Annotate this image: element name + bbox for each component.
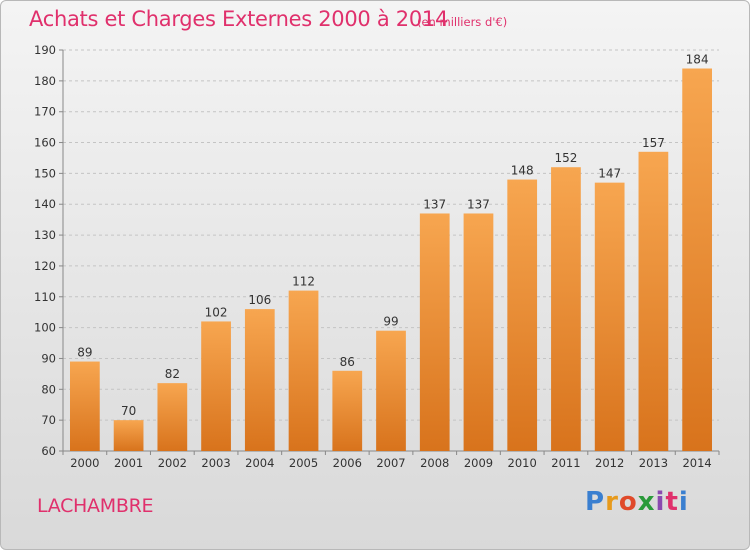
y-tick-label: 120	[34, 259, 56, 273]
data-label: 148	[511, 164, 534, 178]
x-tick-label: 2004	[245, 456, 274, 470]
y-tick-label: 130	[34, 228, 56, 242]
data-label: 89	[77, 346, 92, 360]
bar	[376, 330, 406, 451]
bar	[682, 68, 713, 451]
y-tick-label: 80	[41, 382, 56, 396]
data-label: 184	[686, 53, 709, 67]
y-tick-label: 100	[34, 321, 56, 335]
data-label: 112	[292, 275, 315, 289]
bar	[69, 361, 100, 451]
bar	[288, 290, 319, 451]
x-tick-label: 2014	[682, 456, 711, 470]
logo-letter: i	[678, 487, 689, 517]
logo-letter: P	[585, 487, 606, 517]
x-tick-label: 2001	[114, 456, 143, 470]
x-tick-label: 2003	[201, 456, 230, 470]
commune-name: LACHAMBRE	[37, 495, 154, 517]
data-label: 102	[205, 305, 228, 319]
logo-letter: t	[665, 487, 679, 517]
data-label: 157	[642, 136, 665, 150]
logo-letter: x	[637, 487, 656, 517]
data-label: 106	[248, 293, 271, 307]
bar	[244, 309, 275, 451]
labels: 2000 89 2001 70 2002 82 2003 102 2004 106 2005 112 2…	[70, 53, 712, 470]
logo-letter: r	[605, 487, 619, 517]
logo-letter: i	[655, 487, 666, 517]
x-tick-label: 2011	[551, 456, 580, 470]
bar	[157, 383, 188, 451]
x-tick-label: 2007	[376, 456, 405, 470]
bar	[594, 182, 625, 451]
x-tick-label: 2012	[595, 456, 624, 470]
bar	[201, 321, 231, 451]
y-tick-label: 70	[41, 413, 56, 427]
data-label: 152	[554, 151, 577, 165]
y-tick-label: 110	[34, 290, 56, 304]
x-tick-label: 2000	[70, 456, 99, 470]
data-label: 147	[598, 167, 621, 181]
x-tick-label: 2013	[639, 456, 668, 470]
y-tick-label: 140	[34, 197, 56, 211]
bar	[638, 151, 669, 452]
y-tick-label: 180	[34, 74, 56, 88]
y-tick-label: 150	[34, 166, 56, 180]
x-tick-label: 2005	[289, 456, 318, 470]
y-tick-label: 160	[34, 136, 56, 150]
bars	[69, 68, 713, 452]
bar	[332, 370, 363, 451]
data-label: 86	[340, 355, 355, 369]
x-tick-label: 2008	[420, 456, 449, 470]
bar	[551, 167, 581, 451]
y-tick-label: 60	[41, 444, 56, 458]
data-label: 99	[383, 315, 398, 329]
logo-letter: o	[618, 487, 638, 517]
x-tick-label: 2002	[158, 456, 187, 470]
x-tick-label: 2010	[508, 456, 537, 470]
x-tick-label: 2006	[333, 456, 362, 470]
data-label: 137	[423, 197, 446, 211]
y-tick-label: 190	[34, 43, 56, 57]
chart-subtitle: (en milliers d'€)	[417, 15, 508, 29]
data-label: 70	[121, 404, 136, 418]
chart-title: Achats et Charges Externes 2000 à 2014	[29, 7, 449, 31]
y-tick-label: 90	[41, 351, 56, 365]
x-tick-label: 2009	[464, 456, 493, 470]
bar	[113, 420, 144, 451]
data-label: 82	[165, 367, 180, 381]
y-tick-label: 170	[34, 105, 56, 119]
data-label: 137	[467, 197, 490, 211]
bar	[463, 213, 494, 451]
bar	[507, 179, 538, 452]
proxiti-logo: Proxiti	[585, 487, 689, 517]
bar	[419, 213, 450, 451]
